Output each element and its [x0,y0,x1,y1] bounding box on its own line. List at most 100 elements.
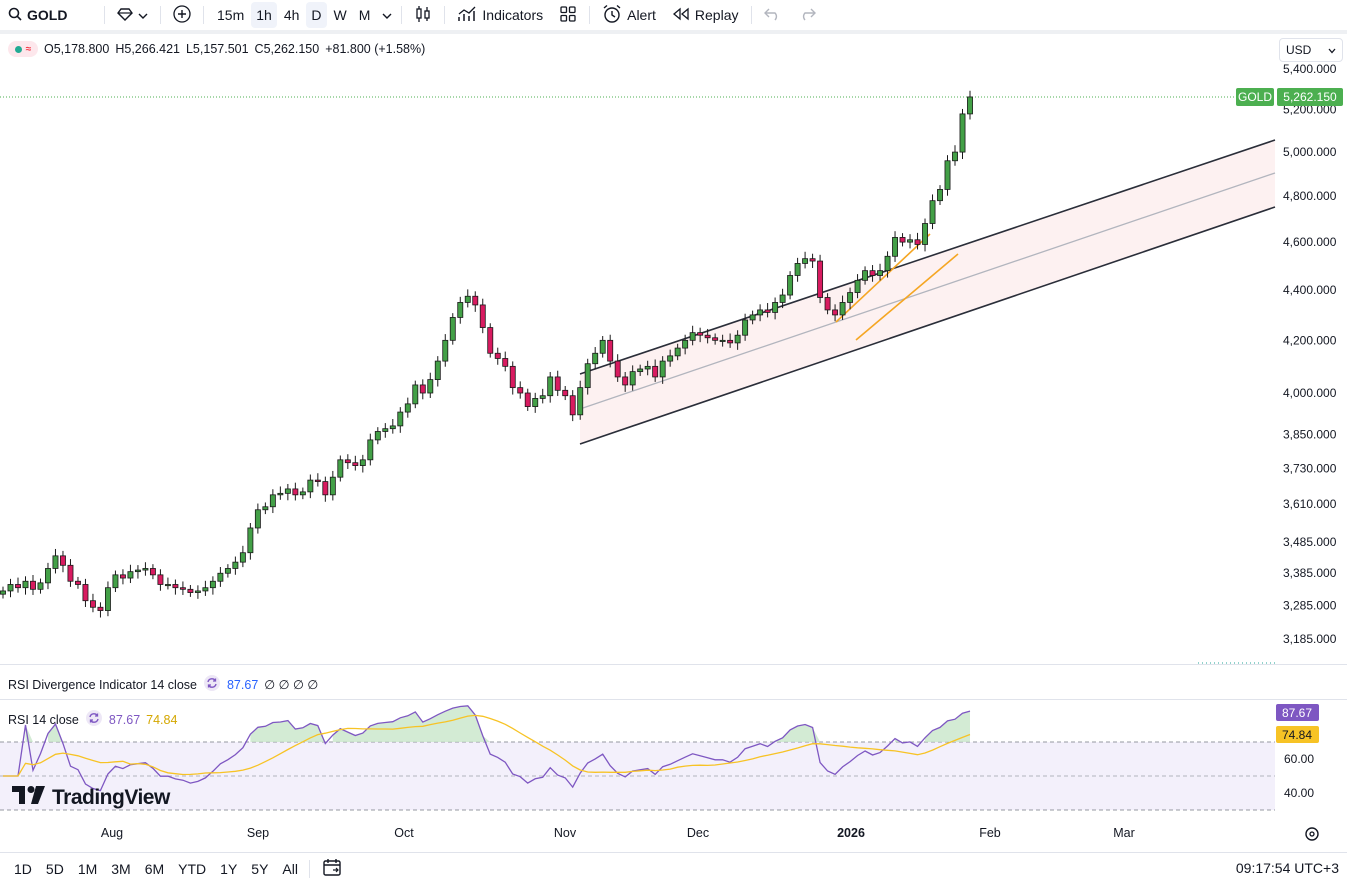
divider [308,859,310,878]
interval-4h[interactable]: 4h [283,7,300,23]
go-to-date-button[interactable] [314,856,350,882]
channel-middle-line[interactable] [579,172,1276,410]
chevron-down-icon [382,7,392,23]
high-value: H5,266.421 [115,42,180,56]
interval-1h[interactable]: 1h [251,2,277,28]
undo-button[interactable] [756,2,790,28]
pane-divider[interactable] [0,699,1347,700]
candle [314,473,321,487]
rsi-legend[interactable]: RSI 14 close 87.67 74.84 [8,709,177,730]
candle [217,567,224,587]
price-chart[interactable]: 5,400.000 5,200.000 5,000.000 4,800.000 4,60… [0,34,1347,664]
candle [479,298,486,334]
price-tick: 4,200.000 [1283,333,1337,347]
pane-divider[interactable] [0,664,1347,665]
candle [832,304,839,322]
time-tick: Dec [687,826,709,840]
candle [172,579,179,595]
candle [97,602,104,618]
candle [719,334,726,347]
interval-m[interactable]: M [358,7,371,23]
interval-more-button[interactable] [377,2,397,28]
wedge-upper-line[interactable] [835,233,931,323]
candle [644,360,651,376]
divider [160,6,161,24]
candle [60,550,66,573]
replay-button[interactable]: Replay [664,2,747,28]
rsi-tick-40: 40.00 [1284,786,1314,800]
chart-settings-icon[interactable] [1305,827,1319,841]
range-all[interactable]: All [282,860,298,877]
symbol-search[interactable]: GOLD [0,2,100,28]
candle [802,251,809,269]
interval-d[interactable]: D [306,2,327,28]
candle [7,578,14,598]
rsi-value: 87.67 [108,712,141,727]
candle [329,470,336,501]
wedge-lower-line[interactable] [855,253,959,341]
market-status-badge[interactable]: ≈ [8,41,38,57]
range-ytd[interactable]: YTD [178,860,207,877]
redo-button[interactable] [790,2,824,28]
range-1d[interactable]: 1D [14,860,32,877]
approx-icon: ≈ [25,43,32,55]
range-3m[interactable]: 3M [111,860,131,877]
channel-lower-line[interactable] [579,206,1276,445]
range-6m[interactable]: 6M [144,860,165,877]
interval-15m[interactable]: 15m [217,7,245,23]
candle [277,486,284,500]
add-symbol-button[interactable] [165,2,199,28]
compare-dropdown[interactable] [109,2,156,28]
range-5d[interactable]: 5D [45,860,64,877]
candle [629,365,636,391]
symbol-name: GOLD [27,7,68,23]
indicators-button[interactable]: Indicators [449,2,551,28]
time-tick: Oct [394,826,414,840]
range-5y[interactable]: 5Y [251,860,269,877]
rsi-chart[interactable]: 60.00 40.00 87.67 74.84 [0,700,1347,818]
open-value: O5,178.800 [44,42,110,56]
time-tick: 2026 [837,826,865,840]
search-icon [8,7,22,24]
grid-icon [559,5,577,26]
price-axis[interactable]: 5,400.000 5,200.000 5,000.000 4,800.000 4,60… [1198,62,1337,664]
alert-button[interactable]: Alert [594,2,664,28]
tradingview-logo-text: TradingView [52,786,170,809]
last-price-badge: GOLD 5,262.150 [1236,87,1343,106]
candle [884,251,891,278]
candle [134,565,141,579]
candle [839,295,846,320]
candle [847,287,854,310]
channel-upper-line[interactable] [579,139,1276,375]
change-value: +81.800 (+1.58%) [325,42,426,56]
price-tick: 3,485.000 [1283,535,1337,549]
candle [322,476,329,502]
interval-w[interactable]: W [333,7,347,23]
channel-drawing[interactable] [0,96,1276,445]
layouts-button[interactable] [551,2,585,28]
candle [937,185,943,206]
candle [382,423,389,438]
divider [401,6,403,24]
candle [652,359,659,382]
price-tick: 4,000.000 [1283,386,1337,400]
candle [682,334,689,355]
time-axis[interactable]: Aug Sep Oct Nov Dec 2026 Feb Mar [0,820,1347,850]
currency-select[interactable]: USD [1279,38,1343,62]
candle [127,564,134,584]
chart-type-button[interactable] [406,2,440,28]
range-1y[interactable]: 1Y [220,860,238,877]
candle [922,218,928,252]
candle [15,577,21,593]
range-1m[interactable]: 1M [77,860,98,877]
candle [239,545,246,568]
clock-timezone[interactable]: 09:17:54 UTC+3 [1235,860,1339,876]
candle [592,347,599,370]
candle [0,586,6,599]
candle [967,90,973,120]
rsi-divergence-legend[interactable]: RSI Divergence Indicator 14 close 87.67 … [8,674,318,695]
candle [494,347,501,365]
tradingview-logo[interactable]: TradingView [12,786,170,810]
candle [224,564,231,578]
candle [712,333,719,345]
